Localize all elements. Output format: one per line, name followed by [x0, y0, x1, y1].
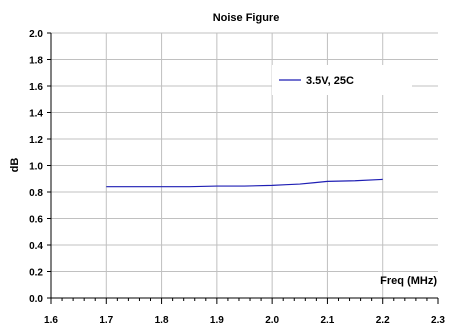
x-tick-label: 2.0 — [265, 315, 279, 326]
y-tick-label: 1.4 — [29, 109, 43, 120]
axes — [47, 32, 439, 304]
x-tick-label: 2.1 — [320, 315, 334, 326]
x-tick-label: 1.9 — [210, 315, 224, 326]
x-axis-label: Freq (MHz) — [380, 275, 437, 287]
series-line — [106, 178, 383, 188]
y-tick-label: 2.0 — [29, 29, 43, 40]
y-tick-label: 1.6 — [29, 82, 43, 93]
y-tick-label: 0.0 — [29, 294, 43, 305]
series-lines — [106, 178, 383, 188]
y-tick-label: 1.0 — [29, 162, 43, 173]
x-tick-label: 1.8 — [155, 315, 169, 326]
y-tick-label: 0.6 — [29, 215, 43, 226]
y-tick-label: 1.8 — [29, 56, 43, 67]
x-tick-label: 2.3 — [431, 315, 445, 326]
legend-label: 3.5V, 25C — [306, 75, 354, 87]
y-tick-label: 0.4 — [29, 241, 43, 252]
tick-labels: 0.0 0.2 0.4 0.6 0.8 1.0 1.2 1.4 1.6 1.8 2.0 1.6 1.7 1… — [29, 29, 445, 326]
y-tick-label: 0.2 — [29, 268, 43, 279]
chart-title: Noise Figure — [213, 12, 280, 24]
y-tick-label: 0.8 — [29, 188, 43, 199]
legend: 3.5V, 25C — [272, 65, 412, 95]
y-tick-label: 1.2 — [29, 135, 43, 146]
y-axis-label: dB — [9, 158, 21, 173]
grid-lines — [51, 32, 438, 298]
x-tick-label: 2.2 — [376, 315, 390, 326]
x-tick-label: 1.7 — [99, 315, 113, 326]
x-tick-label: 1.6 — [44, 315, 58, 326]
